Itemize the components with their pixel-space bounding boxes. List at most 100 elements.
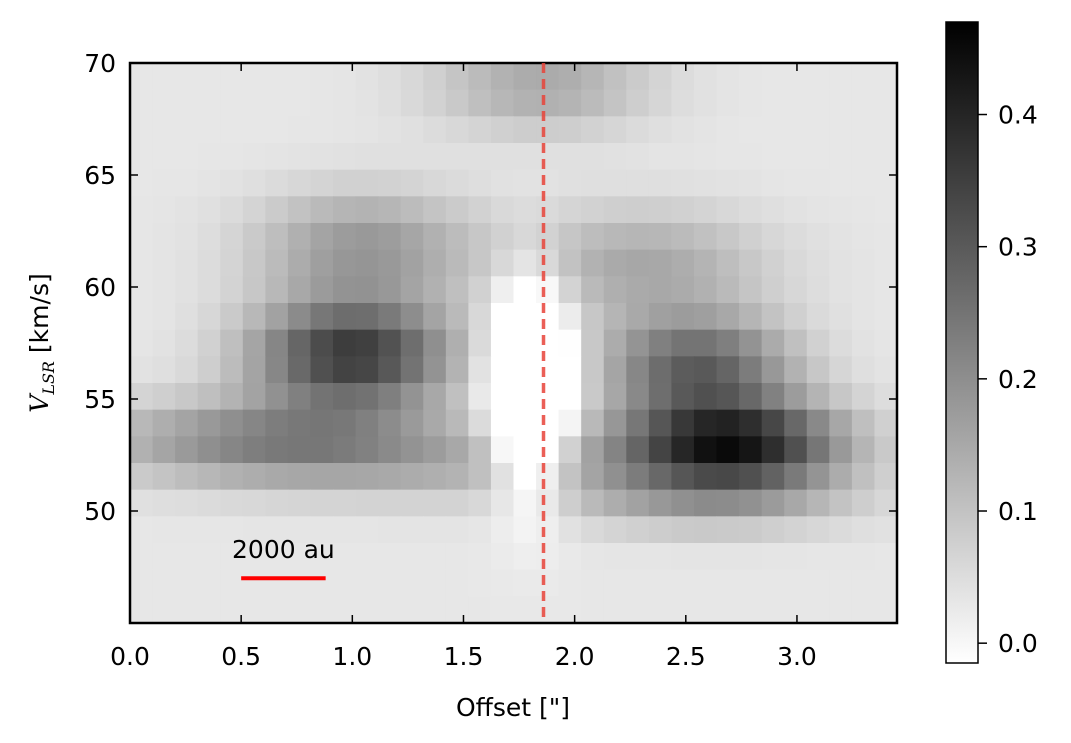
heatmap-cell: [197, 383, 221, 411]
heatmap-cell: [739, 303, 763, 331]
heatmap-cell: [445, 463, 469, 491]
heatmap-cell: [175, 543, 199, 571]
heatmap-cell: [130, 249, 154, 277]
y-tick-label: 50: [84, 497, 116, 526]
heatmap-cell: [220, 463, 244, 491]
heatmap-cell: [490, 383, 515, 411]
heatmap-cell: [648, 143, 673, 171]
heatmap-cell: [468, 303, 492, 331]
heatmap-cell: [851, 489, 876, 517]
heatmap-cell: [581, 249, 605, 277]
heatmap-cell: [716, 143, 740, 171]
y-axis-label-units: [km/s]: [25, 273, 54, 361]
heatmap-cell: [581, 543, 605, 571]
heatmap-cell: [829, 116, 853, 144]
heatmap-cell: [197, 596, 221, 624]
heatmap-cell: [400, 249, 424, 277]
heatmap-cell: [761, 89, 785, 117]
heatmap-cell: [558, 596, 582, 624]
heatmap-cell: [287, 436, 312, 464]
heatmap-cell: [693, 143, 718, 171]
heatmap-cell: [558, 356, 582, 384]
heatmap-cell: [851, 196, 876, 224]
heatmap-cell: [761, 329, 785, 357]
heatmap-cell: [423, 276, 447, 304]
heatmap-cell: [378, 596, 402, 624]
heatmap-cells: [130, 63, 898, 624]
heatmap-cell: [400, 489, 424, 517]
heatmap-cell: [378, 63, 402, 91]
heatmap-cell: [603, 169, 627, 197]
heatmap-cell: [536, 63, 560, 91]
heatmap-cell: [693, 116, 718, 144]
heatmap-cell: [536, 196, 560, 224]
heatmap-cell: [806, 383, 830, 411]
heatmap-cell: [874, 303, 898, 331]
heatmap-cell: [242, 569, 266, 597]
heatmap-cell: [242, 63, 266, 91]
heatmap-cell: [152, 303, 176, 331]
heatmap-cell: [378, 436, 402, 464]
heatmap-cell: [784, 489, 808, 517]
heatmap-cell: [490, 223, 515, 251]
heatmap-cell: [445, 569, 469, 597]
heatmap-cell: [468, 196, 492, 224]
heatmap-cell: [468, 383, 492, 411]
heatmap-cell: [378, 89, 402, 117]
heatmap-cell: [581, 596, 605, 624]
heatmap-cell: [130, 276, 154, 304]
heatmap-cell: [761, 383, 785, 411]
heatmap-cell: [378, 569, 402, 597]
heatmap-cell: [671, 383, 695, 411]
heatmap-cell: [851, 463, 876, 491]
heatmap-cell: [175, 596, 199, 624]
heatmap-cell: [220, 223, 244, 251]
heatmap-cell: [603, 436, 627, 464]
heatmap-cell: [693, 169, 718, 197]
heatmap-cell: [874, 249, 898, 277]
heatmap-cell: [693, 489, 718, 517]
heatmap-cell: [490, 543, 515, 571]
heatmap-cell: [310, 169, 334, 197]
heatmap-cell: [671, 329, 695, 357]
heatmap-cell: [423, 63, 447, 91]
heatmap-cell: [581, 116, 605, 144]
heatmap-cell: [265, 383, 289, 411]
heatmap-cell: [265, 303, 289, 331]
heatmap-cell: [490, 596, 515, 624]
heatmap-cell: [400, 143, 424, 171]
heatmap-cell: [152, 143, 176, 171]
heatmap-cell: [806, 223, 830, 251]
heatmap-cell: [784, 383, 808, 411]
heatmap-cell: [536, 356, 560, 384]
colorbar-tick-label: 0.3: [998, 233, 1038, 262]
heatmap-cell: [130, 516, 154, 544]
heatmap-cell: [626, 249, 650, 277]
heatmap-cell: [626, 356, 650, 384]
heatmap-cell: [671, 169, 695, 197]
heatmap-cell: [784, 63, 808, 91]
heatmap-cell: [851, 543, 876, 571]
heatmap-cell: [739, 516, 763, 544]
heatmap-cell: [468, 276, 492, 304]
heatmap-cell: [468, 249, 492, 277]
heatmap-cell: [400, 436, 424, 464]
heatmap-cell: [829, 516, 853, 544]
heatmap-cell: [603, 143, 627, 171]
heatmap-cell: [152, 116, 176, 144]
heatmap-cell: [761, 303, 785, 331]
heatmap-cell: [152, 196, 176, 224]
heatmap-cell: [445, 303, 469, 331]
heatmap-cell: [378, 169, 402, 197]
x-tick-label: 1.5: [444, 642, 484, 671]
heatmap-cell: [558, 223, 582, 251]
heatmap-cell: [716, 463, 740, 491]
heatmap-cell: [603, 489, 627, 517]
heatmap-cell: [761, 569, 785, 597]
heatmap-cell: [874, 569, 898, 597]
heatmap-cell: [671, 489, 695, 517]
heatmap-cell: [310, 303, 334, 331]
heatmap-cell: [626, 596, 650, 624]
heatmap-cell: [558, 143, 582, 171]
